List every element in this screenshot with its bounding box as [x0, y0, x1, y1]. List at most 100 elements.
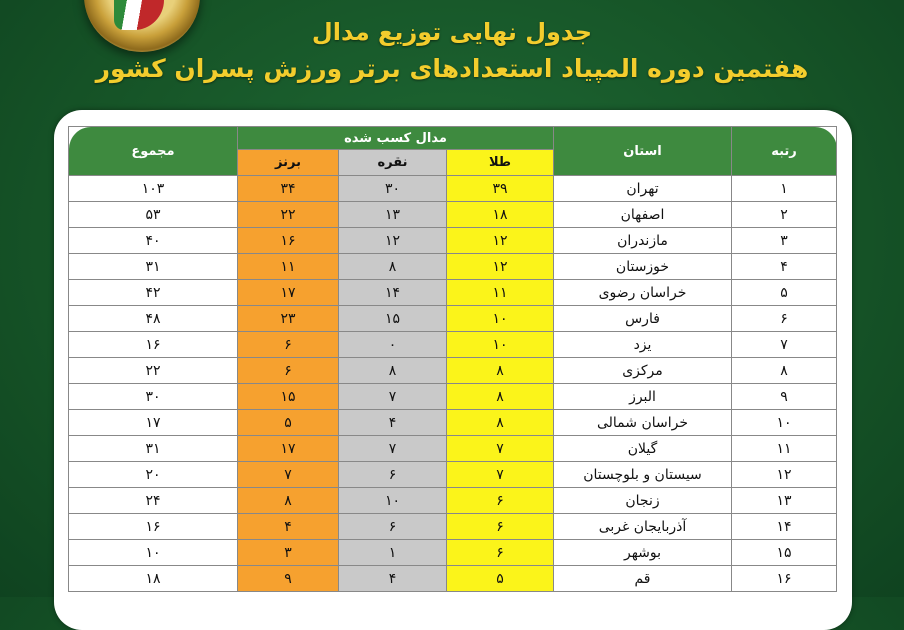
- table-row: ۲۴ ۸ ۱۰ ۶ زنجان ۱۳: [68, 487, 837, 514]
- cell-silver: ۳۰: [338, 175, 447, 202]
- cell-province: زنجان: [553, 487, 732, 514]
- cell-gold: ۱۰: [446, 331, 554, 358]
- cell-rank: ۱۳: [731, 487, 837, 514]
- cell-bronze: ۴: [237, 513, 339, 540]
- cell-total: ۱۰: [68, 539, 238, 566]
- header-rank: رتبه: [731, 126, 837, 176]
- table-row: ۳۱ ۱۷ ۷ ۷ گیلان ۱۱: [68, 435, 837, 462]
- cell-bronze: ۶: [237, 357, 339, 384]
- table-row: ۴۰ ۱۶ ۱۲ ۱۲ مازندران ۳: [68, 227, 837, 254]
- cell-bronze: ۱۶: [237, 227, 339, 254]
- cell-total: ۲۴: [68, 487, 238, 514]
- cell-silver: ۱۰: [338, 487, 447, 514]
- cell-silver: ۱: [338, 539, 447, 566]
- cell-province: مرکزی: [553, 357, 732, 384]
- cell-rank: ۱۵: [731, 539, 837, 566]
- header-total: مجموع: [68, 126, 238, 176]
- table-row: ۱۶ ۶ ۰ ۱۰ یزد ۷: [68, 331, 837, 358]
- cell-gold: ۱۲: [446, 227, 554, 254]
- cell-province: اصفهان: [553, 201, 732, 228]
- cell-gold: ۸: [446, 409, 554, 436]
- cell-total: ۵۳: [68, 201, 238, 228]
- header-gold: طلا: [446, 149, 554, 176]
- table-row: ۱۷ ۵ ۴ ۸ خراسان شمالی ۱۰: [68, 409, 837, 436]
- cell-bronze: ۳: [237, 539, 339, 566]
- cell-total: ۳۰: [68, 383, 238, 410]
- medal-table: مجموع مدال کسب شده استان رتبه برنز نقره …: [68, 126, 837, 592]
- cell-rank: ۷: [731, 331, 837, 358]
- cell-gold: ۷: [446, 435, 554, 462]
- cell-gold: ۶: [446, 487, 554, 514]
- cell-total: ۳۱: [68, 253, 238, 280]
- cell-bronze: ۵: [237, 409, 339, 436]
- cell-bronze: ۱۱: [237, 253, 339, 280]
- cell-province: فارس: [553, 305, 732, 332]
- table-row: ۳۱ ۱۱ ۸ ۱۲ خوزستان ۴: [68, 253, 837, 280]
- cell-total: ۲۲: [68, 357, 238, 384]
- cell-bronze: ۲۳: [237, 305, 339, 332]
- cell-total: ۲۰: [68, 461, 238, 488]
- cell-bronze: ۲۲: [237, 201, 339, 228]
- header-silver: نقره: [338, 149, 447, 176]
- cell-total: ۱۰۳: [68, 175, 238, 202]
- cell-gold: ۵: [446, 565, 554, 592]
- cell-total: ۴۸: [68, 305, 238, 332]
- cell-gold: ۶: [446, 539, 554, 566]
- cell-province: بوشهر: [553, 539, 732, 566]
- cell-silver: ۱۵: [338, 305, 447, 332]
- cell-province: مازندران: [553, 227, 732, 254]
- cell-total: ۴۲: [68, 279, 238, 306]
- cell-silver: ۱۲: [338, 227, 447, 254]
- header-medals: مدال کسب شده: [237, 126, 554, 150]
- table-row: ۱۶ ۴ ۶ ۶ آذربایجان غربی ۱۴: [68, 513, 837, 540]
- cell-silver: ۶: [338, 461, 447, 488]
- page-title: جدول نهایی توزیع مدال: [311, 18, 593, 46]
- cell-province: خراسان رضوی: [553, 279, 732, 306]
- table-row: ۱۰ ۳ ۱ ۶ بوشهر ۱۵: [68, 539, 837, 566]
- cell-rank: ۱: [731, 175, 837, 202]
- cell-total: ۳۱: [68, 435, 238, 462]
- cell-province: سیستان و بلوچستان: [553, 461, 732, 488]
- header-bronze: برنز: [237, 149, 339, 176]
- table-row: ۳۰ ۱۵ ۷ ۸ البرز ۹: [68, 383, 837, 410]
- cell-rank: ۸: [731, 357, 837, 384]
- cell-gold: ۱۸: [446, 201, 554, 228]
- cell-silver: ۰: [338, 331, 447, 358]
- cell-bronze: ۸: [237, 487, 339, 514]
- cell-rank: ۱۰: [731, 409, 837, 436]
- table-row: ۱۸ ۹ ۴ ۵ قم ۱۶: [68, 565, 837, 592]
- table-row: ۱۰۳ ۳۴ ۳۰ ۳۹ تهران ۱: [68, 175, 837, 202]
- cell-rank: ۲: [731, 201, 837, 228]
- cell-silver: ۴: [338, 409, 447, 436]
- cell-gold: ۱۱: [446, 279, 554, 306]
- table-row: ۲۰ ۷ ۶ ۷ سیستان و بلوچستان ۱۲: [68, 461, 837, 488]
- cell-silver: ۱۴: [338, 279, 447, 306]
- cell-rank: ۱۲: [731, 461, 837, 488]
- cell-gold: ۸: [446, 383, 554, 410]
- cell-rank: ۱۱: [731, 435, 837, 462]
- cell-rank: ۹: [731, 383, 837, 410]
- cell-total: ۱۸: [68, 565, 238, 592]
- cell-silver: ۸: [338, 357, 447, 384]
- cell-bronze: ۶: [237, 331, 339, 358]
- cell-rank: ۳: [731, 227, 837, 254]
- cell-bronze: ۱۷: [237, 279, 339, 306]
- cell-rank: ۱۶: [731, 565, 837, 592]
- cell-bronze: ۹: [237, 565, 339, 592]
- cell-province: گیلان: [553, 435, 732, 462]
- cell-gold: ۳۹: [446, 175, 554, 202]
- cell-province: قم: [553, 565, 732, 592]
- cell-province: تهران: [553, 175, 732, 202]
- cell-rank: ۴: [731, 253, 837, 280]
- cell-silver: ۷: [338, 383, 447, 410]
- cell-gold: ۸: [446, 357, 554, 384]
- cell-silver: ۸: [338, 253, 447, 280]
- table-row: ۴۲ ۱۷ ۱۴ ۱۱ خراسان رضوی ۵: [68, 279, 837, 306]
- table-row: ۲۲ ۶ ۸ ۸ مرکزی ۸: [68, 357, 837, 384]
- cell-province: البرز: [553, 383, 732, 410]
- cell-rank: ۱۴: [731, 513, 837, 540]
- cell-gold: ۱۲: [446, 253, 554, 280]
- cell-total: ۱۶: [68, 331, 238, 358]
- table-row: ۴۸ ۲۳ ۱۵ ۱۰ فارس ۶: [68, 305, 837, 332]
- cell-silver: ۱۳: [338, 201, 447, 228]
